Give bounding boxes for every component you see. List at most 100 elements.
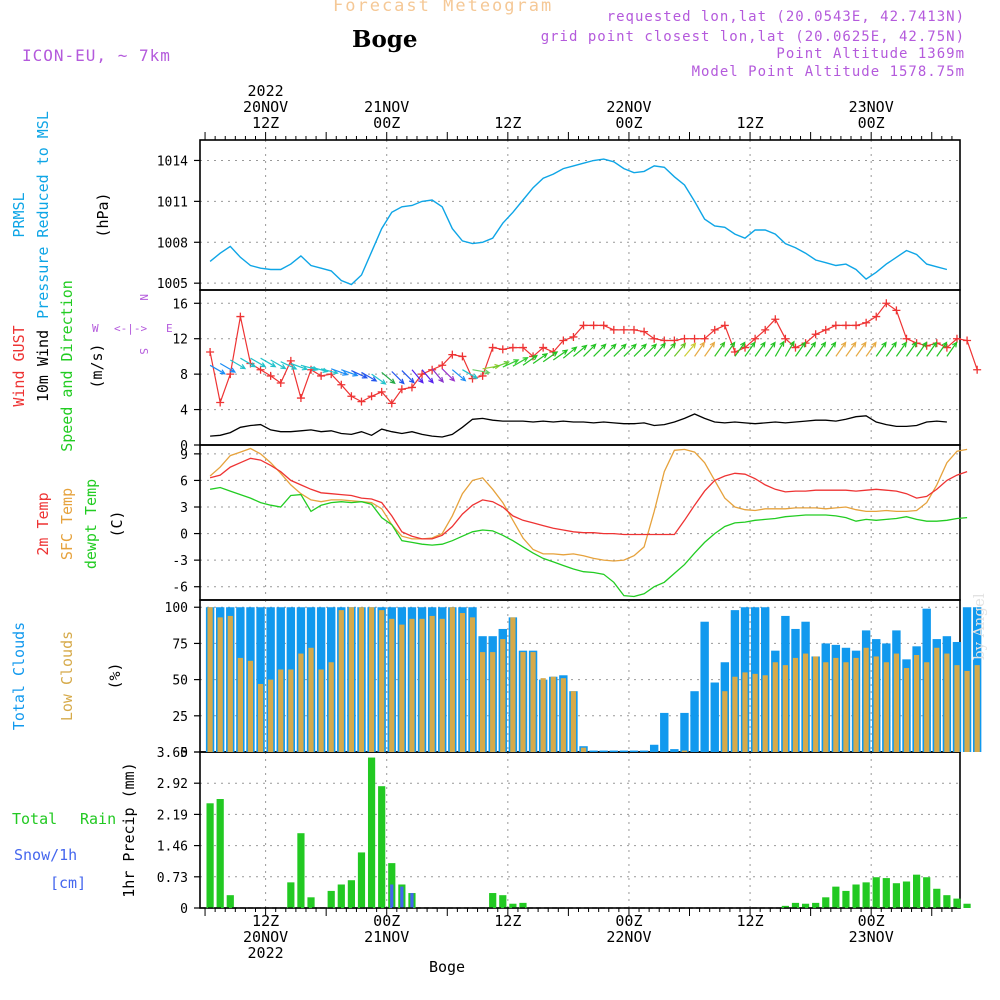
- rain-bar: [892, 883, 901, 908]
- low-cloud-bar: [560, 678, 566, 752]
- low-cloud-bar: [318, 669, 324, 752]
- y-tick-label: 3.65: [157, 746, 188, 761]
- gust-marker: [700, 334, 709, 343]
- top-time-label: 12Z: [252, 114, 279, 132]
- top-time-label: 12Z: [494, 114, 521, 132]
- gust-marker: [680, 334, 689, 343]
- rain-bar: [226, 895, 234, 908]
- total-cloud-bar: [639, 750, 649, 752]
- top-time-label: 2022: [248, 82, 284, 100]
- total-cloud-bar: [710, 682, 719, 752]
- wind-direction-arrow: [441, 368, 456, 382]
- rain-bar: [367, 757, 376, 908]
- y-tick-label: 3: [180, 501, 188, 516]
- wind-direction-arrow: [946, 341, 958, 357]
- rain-bar: [842, 890, 850, 908]
- y-tick-label: 12: [172, 333, 188, 348]
- gust-marker: [599, 321, 608, 330]
- wind-direction-arrow: [260, 357, 277, 368]
- low-cloud-bar: [439, 618, 445, 752]
- rain-bar: [499, 895, 507, 908]
- gust-marker: [498, 345, 507, 354]
- pressure-axis-label: Pressure Reduced to MSL: [34, 111, 52, 319]
- gust-marker: [317, 371, 326, 380]
- y-tick-label: 8: [180, 368, 188, 383]
- wind-direction-arrow: [462, 369, 479, 379]
- wind-direction-arrow: [795, 341, 806, 357]
- wind-direction-arrow: [764, 341, 776, 357]
- gust-marker: [609, 325, 618, 334]
- low-cloud-bar: [399, 624, 405, 752]
- low-cloud-bar: [247, 660, 254, 752]
- grid-point-location: grid point closest lon,lat (20.0625E, 42…: [540, 29, 965, 45]
- gust-line: [209, 302, 978, 405]
- low-cloud-bar: [853, 657, 859, 752]
- rain-bar: [489, 893, 497, 908]
- low-cloud-bar: [217, 617, 223, 752]
- low-cloud-bar: [782, 665, 788, 752]
- total-cloud-bar: [619, 750, 629, 752]
- wind-direction-arrow: [835, 341, 847, 357]
- precip-legend-cm: [cm]: [50, 874, 86, 892]
- low-cloud-bar: [459, 613, 466, 752]
- total-cloud-bar: [649, 744, 659, 752]
- wind-direction-arrow: [431, 368, 445, 383]
- bottom-time-label: 00Z: [373, 912, 400, 930]
- low-cloud-bar: [469, 617, 476, 752]
- gust-marker: [508, 343, 517, 352]
- wind-direction-arrow: [643, 343, 658, 357]
- y-tick-label: 1005: [157, 277, 188, 292]
- wind-direction-arrow: [219, 362, 237, 373]
- total-cloud-bar: [599, 750, 608, 752]
- rain-bar: [852, 884, 860, 908]
- gust-marker: [710, 325, 719, 334]
- wind-direction-arrow: [845, 341, 857, 357]
- low-cloud-bar: [540, 678, 546, 752]
- low-cloud-bar: [570, 691, 577, 752]
- wind-direction-arrow: [583, 343, 597, 357]
- wind-direction-arrow: [209, 364, 227, 375]
- precip-legend-rain: Rain: [80, 810, 116, 828]
- gust-marker: [357, 397, 366, 406]
- wind-direction-arrow: [815, 341, 827, 357]
- rain-bar: [206, 803, 214, 908]
- gust-marker: [872, 312, 881, 321]
- total-cloud-bar: [256, 607, 265, 752]
- gust-marker: [236, 312, 245, 321]
- precip-legend-snow: Snow/1h: [14, 846, 77, 864]
- low-cloud-bar: [389, 618, 395, 752]
- gust-marker: [206, 348, 215, 356]
- y-tick-label: 1011: [157, 195, 188, 210]
- low-cloud-bar: [480, 652, 486, 752]
- pressure-line: [209, 158, 948, 286]
- wind-direction-arrow: [411, 369, 424, 384]
- wind-direction-arrow: [704, 341, 716, 357]
- wind-direction-arrow: [663, 342, 677, 357]
- low-cloud-bar: [268, 679, 274, 752]
- rain-bar: [872, 877, 880, 908]
- gust-marker: [458, 352, 467, 361]
- rain-bar: [953, 898, 961, 908]
- gust-marker: [216, 398, 225, 407]
- bottom-time-label: 2022: [248, 944, 284, 962]
- y-tick-label: 75: [172, 637, 188, 652]
- low-cloud-bar: [893, 653, 900, 752]
- gust-marker: [438, 361, 447, 370]
- low-cloud-bar: [368, 607, 375, 752]
- gust-marker: [569, 332, 578, 341]
- low-cloud-bar: [207, 607, 213, 752]
- wind-direction-arrow: [341, 369, 359, 377]
- gust-marker: [448, 350, 457, 359]
- low-cloud-bar: [964, 670, 970, 752]
- rain-bar: [822, 897, 830, 908]
- gust-marker: [761, 325, 770, 334]
- rain-bar: [933, 888, 941, 908]
- gust-marker: [640, 327, 649, 336]
- total-cloud-bar: [589, 750, 598, 752]
- top-time-label: 20NOV: [243, 98, 288, 116]
- total-cloud-bar: [690, 691, 699, 752]
- gust-marker: [347, 392, 356, 401]
- wind-direction-arrow: [916, 341, 928, 357]
- cloud-axis-label: Low Clouds: [58, 631, 76, 721]
- wind-direction-arrow: [855, 341, 867, 357]
